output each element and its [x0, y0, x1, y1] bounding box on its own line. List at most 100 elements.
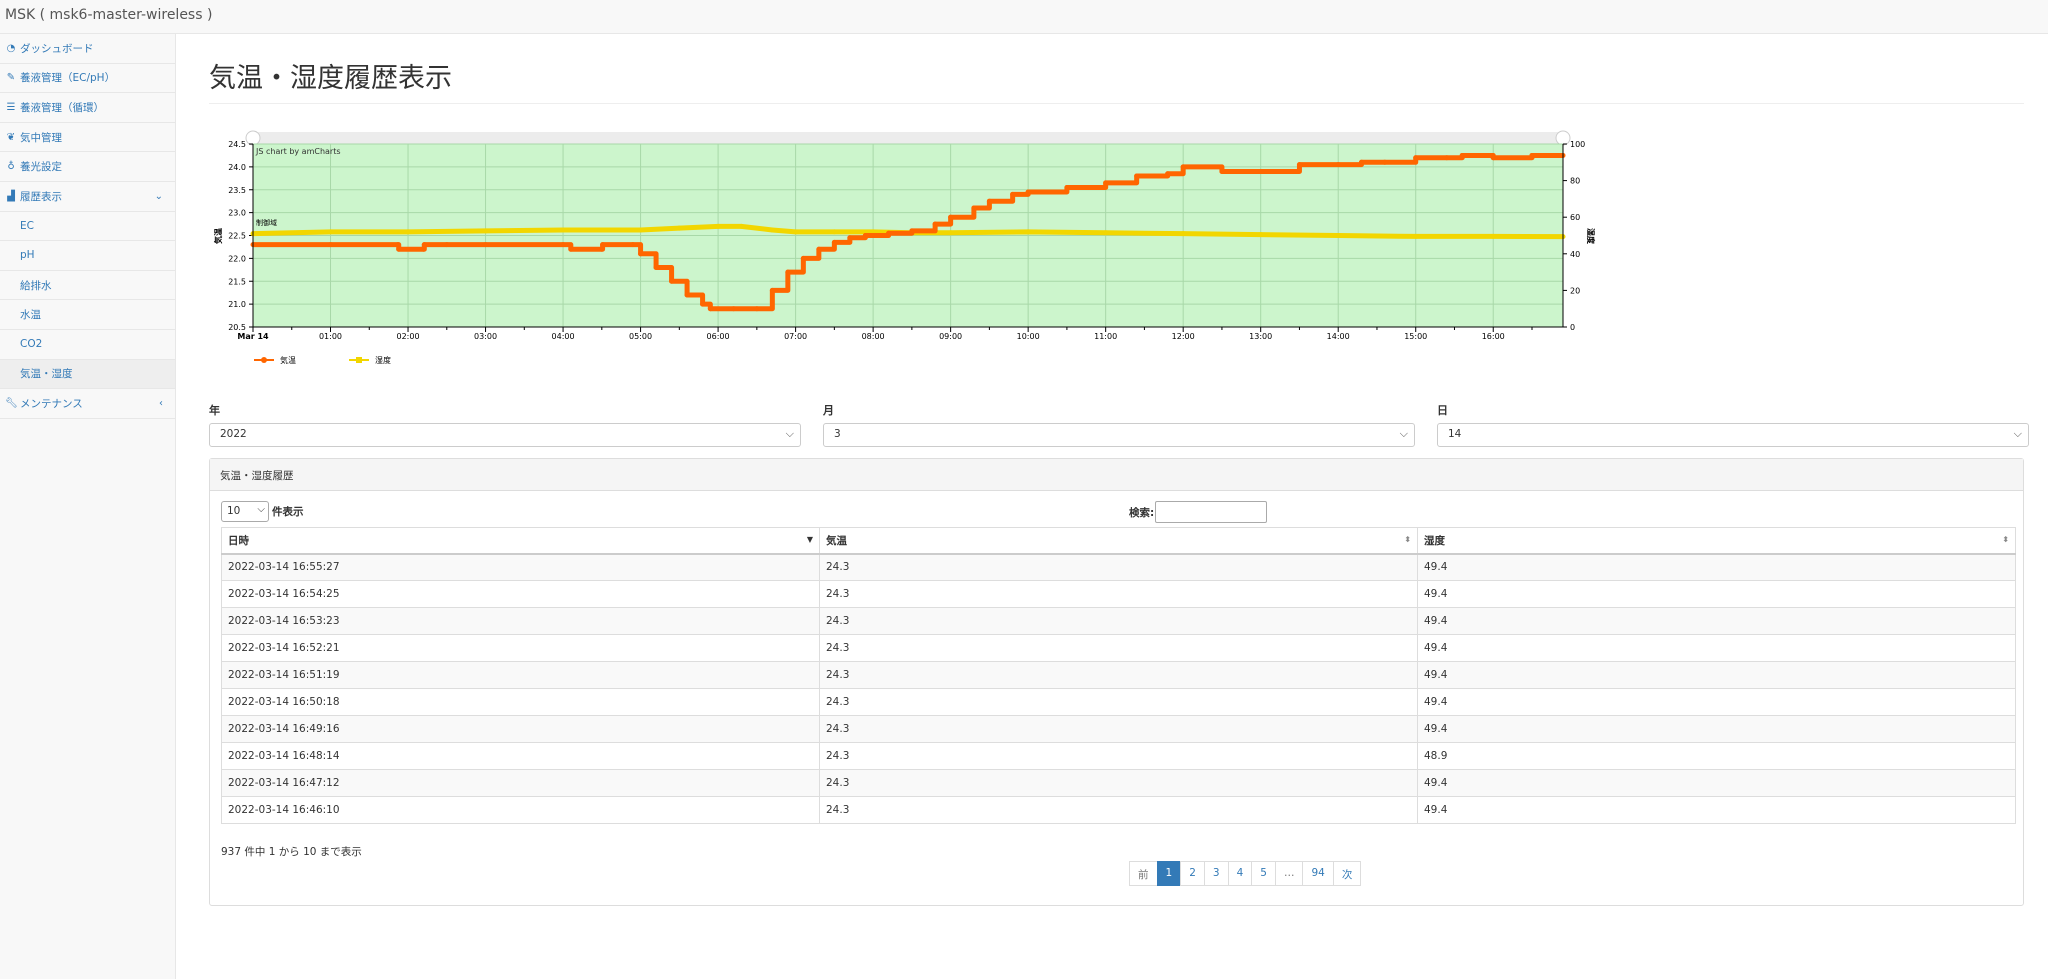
amcharts-credit[interactable]: JS chart by amCharts	[255, 147, 341, 156]
sidebar-item-history[interactable]: ▟ 履歴表示 ⌄	[0, 182, 175, 212]
data-point-temperature[interactable]	[816, 246, 822, 252]
data-point-humidity[interactable]	[948, 230, 954, 236]
data-point-temperature[interactable]	[684, 292, 690, 298]
pagination-page[interactable]: 1	[1156, 861, 1182, 886]
data-point-temperature[interactable]	[948, 214, 954, 220]
data-point-temperature[interactable]	[395, 242, 401, 248]
data-point-temperature[interactable]	[421, 246, 427, 252]
data-point-temperature[interactable]	[483, 242, 489, 248]
data-point-temperature[interactable]	[785, 269, 791, 275]
data-point-temperature[interactable]	[731, 306, 737, 312]
data-point-temperature[interactable]	[396, 246, 402, 252]
data-point-temperature[interactable]	[1258, 168, 1264, 174]
data-point-humidity[interactable]	[715, 223, 721, 229]
data-point-temperature[interactable]	[932, 221, 938, 227]
data-point-temperature[interactable]	[560, 242, 566, 248]
data-point-temperature[interactable]	[1459, 152, 1465, 158]
data-point-temperature[interactable]	[1064, 184, 1070, 190]
data-point-temperature[interactable]	[638, 251, 644, 257]
sidebar-item-nutrient-circulation[interactable]: ☰ 養液管理（循環）	[0, 93, 175, 123]
column-header-datetime[interactable]: 日時 ▼	[221, 527, 820, 555]
scrollbar-right-handle[interactable]	[1555, 130, 1571, 146]
data-point-humidity[interactable]	[638, 227, 644, 233]
data-point-temperature[interactable]	[909, 228, 915, 234]
data-point-humidity[interactable]	[1258, 232, 1264, 238]
pagination-page[interactable]: 2	[1180, 861, 1205, 886]
data-point-humidity[interactable]	[328, 229, 334, 235]
data-point-temperature[interactable]	[1165, 171, 1171, 177]
data-point-temperature[interactable]	[862, 233, 868, 238]
data-point-temperature[interactable]	[1180, 164, 1186, 170]
data-point-temperature[interactable]	[707, 306, 713, 312]
legend-label[interactable]: 気温	[280, 355, 296, 365]
data-point-humidity[interactable]	[483, 228, 489, 234]
month-select[interactable]: 3 ⌵	[823, 423, 1415, 447]
data-point-temperature[interactable]	[599, 246, 605, 252]
sidebar-subitem-water-temp[interactable]: 水温	[0, 300, 175, 330]
sidebar-item-dashboard[interactable]: ◔ ダッシュボード	[0, 34, 175, 64]
data-point-temperature[interactable]	[1358, 159, 1364, 165]
data-point-humidity[interactable]	[560, 227, 566, 233]
pagination-page[interactable]: 3	[1203, 861, 1229, 886]
data-point-temperature[interactable]	[1219, 168, 1225, 174]
data-point-temperature[interactable]	[328, 242, 334, 248]
search-input[interactable]	[1155, 501, 1268, 523]
data-point-temperature[interactable]	[886, 230, 892, 236]
sidebar-subitem-ec[interactable]: EC	[0, 212, 175, 242]
chart-scrollbar[interactable]	[253, 132, 1563, 144]
data-point-temperature[interactable]	[1335, 162, 1341, 168]
data-point-humidity[interactable]	[405, 229, 411, 235]
sidebar-item-nutrient-ecph[interactable]: ✎ 養液管理（EC/pH）	[0, 64, 175, 94]
data-point-humidity[interactable]	[831, 229, 837, 235]
data-point-temperature[interactable]	[1025, 189, 1031, 195]
pagination-page[interactable]: 5	[1251, 861, 1276, 886]
column-header-temperature[interactable]: 気温 ⬍	[819, 527, 1418, 555]
pagination-prev[interactable]: 前	[1129, 861, 1158, 886]
data-point-temperature[interactable]	[971, 205, 977, 211]
data-point-temperature[interactable]	[769, 287, 775, 293]
data-point-humidity[interactable]	[1103, 230, 1109, 236]
data-point-temperature[interactable]	[831, 239, 837, 245]
sidebar-subitem-co2[interactable]: CO2	[0, 330, 175, 360]
data-point-humidity[interactable]	[769, 227, 775, 233]
data-point-humidity[interactable]	[1413, 233, 1419, 239]
legend-label[interactable]: 湿度	[375, 355, 391, 365]
data-point-temperature[interactable]	[444, 242, 450, 248]
data-point-temperature[interactable]	[600, 242, 606, 248]
data-point-humidity[interactable]	[1490, 233, 1496, 239]
data-point-humidity[interactable]	[1180, 231, 1186, 237]
app-title[interactable]: MSK ( msk6-master-wireless )	[5, 7, 213, 23]
data-point-temperature[interactable]	[1490, 155, 1496, 161]
data-point-temperature[interactable]	[1296, 162, 1302, 168]
data-point-temperature[interactable]	[1010, 191, 1016, 197]
year-select[interactable]: 2022 ⌵	[209, 423, 801, 447]
sidebar-subitem-ph[interactable]: pH	[0, 241, 175, 271]
data-point-temperature[interactable]	[630, 242, 636, 248]
pagination-page[interactable]: 94	[1302, 861, 1334, 886]
data-point-temperature[interactable]	[653, 265, 659, 271]
data-point-temperature[interactable]	[1103, 180, 1109, 186]
sidebar-item-light-settings[interactable]: ♁ 養光設定	[0, 152, 175, 182]
page-length-select[interactable]: 10 ⌵	[221, 501, 269, 522]
sidebar-item-maintenance[interactable]: 🔧︎ メンテナンス ‹	[0, 389, 175, 419]
data-point-temperature[interactable]	[1134, 173, 1140, 179]
day-select[interactable]: 14 ⌵	[1437, 423, 2029, 447]
column-header-humidity[interactable]: 湿度 ⬍	[1417, 527, 2016, 555]
data-point-humidity[interactable]	[1025, 229, 1031, 235]
sidebar-item-air-management[interactable]: ❦ 気中管理	[0, 123, 175, 153]
data-point-temperature[interactable]	[1413, 155, 1419, 161]
data-point-temperature[interactable]	[669, 278, 675, 284]
data-point-temperature[interactable]	[800, 255, 806, 261]
data-point-humidity[interactable]	[676, 225, 682, 231]
data-point-humidity[interactable]	[793, 229, 799, 235]
data-point-temperature[interactable]	[1382, 159, 1388, 165]
scrollbar-left-handle[interactable]	[245, 130, 261, 146]
pagination-next[interactable]: 次	[1332, 861, 1362, 886]
data-point-temperature[interactable]	[421, 242, 427, 248]
data-point-temperature[interactable]	[986, 198, 992, 204]
sidebar-subitem-temp-humidity[interactable]: 気温・湿度	[0, 359, 175, 390]
data-point-temperature[interactable]	[847, 235, 853, 241]
data-point-temperature[interactable]	[1444, 155, 1450, 161]
data-point-humidity[interactable]	[1335, 233, 1341, 238]
data-point-temperature[interactable]	[1529, 152, 1535, 158]
